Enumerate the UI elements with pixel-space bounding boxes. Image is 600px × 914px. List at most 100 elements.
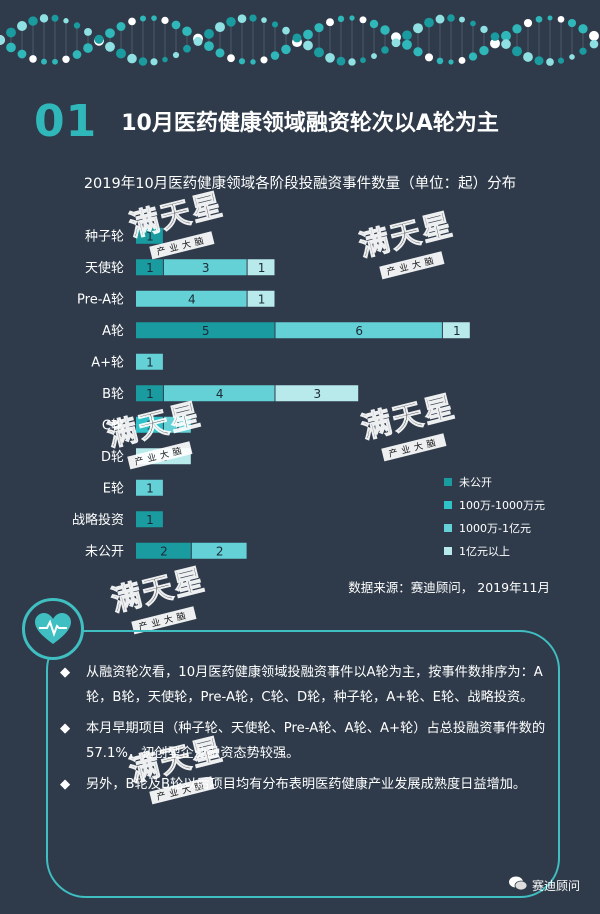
dna-node xyxy=(501,39,511,49)
dna-node xyxy=(303,29,313,40)
legend-label: 未公开 xyxy=(459,475,492,489)
chart-title: 2019年10月医药健康领域各阶段投融资事件数量（单位：起）分布 xyxy=(83,176,517,192)
dna-node xyxy=(336,56,346,66)
section-title: 10月医药健康领域融资轮次以A轮为主 xyxy=(121,111,499,136)
legend-label: 1亿元以上 xyxy=(459,544,510,558)
data-label: 2 xyxy=(160,544,168,558)
dna-node xyxy=(150,58,158,66)
data-label: 1 xyxy=(146,355,154,369)
legend-item: 1亿元以上 xyxy=(444,539,545,562)
dna-node xyxy=(480,25,488,34)
dna-node xyxy=(94,34,104,44)
summary-bullet: ◆ 从融资轮次看，10月医药健康领域投融资事件以A轮为主，按事件数排序为：A轮，… xyxy=(60,660,550,710)
bar-segment xyxy=(136,511,163,528)
data-label: 1 xyxy=(146,513,154,527)
dna-node xyxy=(84,27,92,36)
data-label: 1 xyxy=(453,324,461,338)
dna-node xyxy=(424,53,434,62)
section-heading: 01 10月医药健康领域融资轮次以A轮为主 xyxy=(34,95,499,147)
legend-item: 100万-1000万元 xyxy=(444,493,545,516)
legend-swatch xyxy=(444,546,452,555)
dna-node xyxy=(523,18,533,28)
category-label: 种子轮 xyxy=(85,229,124,244)
dna-node xyxy=(512,46,522,57)
bar-segment xyxy=(136,385,163,402)
legend-item: 未公开 xyxy=(444,470,545,493)
category-label: 天使轮 xyxy=(85,260,124,276)
dna-node xyxy=(360,57,366,64)
dna-node xyxy=(72,50,82,59)
dna-node xyxy=(380,25,390,35)
bar-segment xyxy=(136,479,163,496)
summary-bullet: ◆ 另外，B轮及B轮以后项目均有分布表明医药健康产业发展成熟度日益增加。 xyxy=(60,772,550,797)
bar-segment xyxy=(191,542,247,559)
category-label: D轮 xyxy=(101,450,124,465)
dna-node xyxy=(83,43,93,53)
dna-node xyxy=(73,22,81,29)
bar-segment xyxy=(275,322,442,339)
dna-node xyxy=(348,58,356,66)
dna-node xyxy=(490,32,500,41)
dna-node xyxy=(52,58,58,65)
legend-label: 1000万-1亿元 xyxy=(459,521,531,535)
dna-node xyxy=(127,53,137,64)
data-label: 1 xyxy=(146,481,154,495)
dna-node xyxy=(282,26,290,35)
dna-node xyxy=(535,15,543,23)
footer-account: 赛迪顾问 xyxy=(508,876,580,894)
dna-node xyxy=(6,42,16,53)
dna-node xyxy=(105,41,115,52)
dna-node xyxy=(337,15,345,23)
category-label: 战略投资 xyxy=(72,512,124,528)
dna-node xyxy=(215,48,225,58)
dna-node xyxy=(468,52,478,61)
dna-node xyxy=(501,30,511,41)
bar-segment xyxy=(163,385,275,402)
category-label: A轮 xyxy=(102,324,124,339)
dna-node xyxy=(349,15,355,21)
legend-swatch xyxy=(444,477,452,486)
dna-node xyxy=(63,18,69,24)
dna-node xyxy=(270,51,280,60)
dna-node xyxy=(260,56,268,64)
dna-node xyxy=(459,16,465,23)
dna-node xyxy=(303,40,313,51)
bar-segment xyxy=(136,542,191,559)
dna-node xyxy=(479,45,489,56)
dna-node xyxy=(523,52,533,62)
dna-node xyxy=(546,58,554,66)
dna-node xyxy=(490,38,500,49)
dna-node xyxy=(6,27,16,38)
dna-node xyxy=(261,17,267,23)
bar-segment xyxy=(442,322,470,339)
data-label: 3 xyxy=(202,261,210,275)
dna-node xyxy=(138,57,148,66)
dna-node xyxy=(204,41,214,52)
dna-node xyxy=(413,23,423,34)
dna-node xyxy=(17,20,27,31)
dna-node xyxy=(281,44,291,55)
data-label: 1 xyxy=(174,418,182,432)
category-label: Pre-A轮 xyxy=(77,292,124,307)
dna-node xyxy=(204,28,214,39)
dna-node xyxy=(314,47,324,58)
dna-node xyxy=(369,19,379,29)
dna-node xyxy=(116,22,126,31)
legend-item: 1000万-1亿元 xyxy=(444,516,545,539)
dna-node xyxy=(589,39,599,49)
dna-node xyxy=(557,57,565,64)
dna-node xyxy=(41,58,47,65)
dna-node xyxy=(458,57,466,64)
dna-node xyxy=(226,17,236,27)
section-number: 01 xyxy=(34,95,98,147)
data-label: 1 xyxy=(146,229,154,243)
dna-node xyxy=(447,14,455,22)
data-label: 1 xyxy=(146,418,154,432)
dna-node xyxy=(579,47,587,55)
dna-node xyxy=(62,55,70,63)
data-label: 4 xyxy=(188,292,196,306)
dna-node xyxy=(139,15,147,22)
dna-node xyxy=(547,15,553,21)
bar-segment xyxy=(163,259,247,276)
stacked-bar-chart: 种子轮 1 天使轮 1 3 1 Pre-A轮 4 1 A轮 5 6 1 A+轮 1 B轮 1 4 3 C轮 1 1 D轮 2 E… xyxy=(72,227,470,559)
